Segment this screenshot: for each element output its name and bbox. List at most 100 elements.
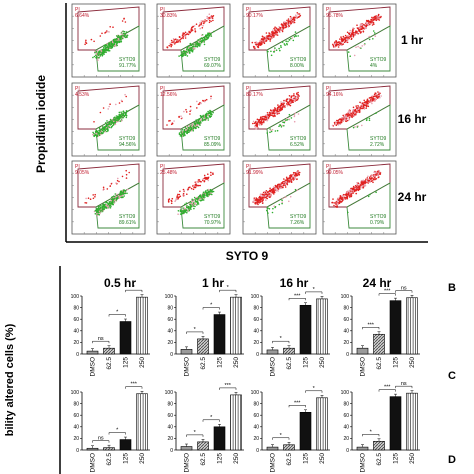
event-dot bbox=[103, 128, 105, 131]
event-dot bbox=[194, 44, 197, 46]
bar-y-tick-label: 80 bbox=[73, 305, 79, 311]
event-dot bbox=[372, 181, 374, 184]
event-dot bbox=[338, 119, 340, 121]
event-dot bbox=[347, 193, 350, 195]
event-dot bbox=[177, 41, 180, 43]
event-dot bbox=[286, 119, 289, 121]
event-dot bbox=[261, 193, 264, 196]
bar-y-tick-label: 20 bbox=[343, 436, 349, 442]
significance-label: *** bbox=[294, 400, 301, 406]
event-dot bbox=[293, 93, 295, 95]
bar-y-tick-label: 60 bbox=[343, 317, 349, 323]
event-dot bbox=[212, 19, 214, 22]
event-dot bbox=[371, 102, 373, 105]
event-dot bbox=[289, 174, 292, 176]
event-dot bbox=[116, 197, 118, 200]
event-dot bbox=[372, 178, 375, 181]
event-dot bbox=[106, 120, 108, 122]
event-dot bbox=[116, 44, 118, 47]
event-dot bbox=[122, 30, 124, 32]
event-dot bbox=[278, 110, 280, 113]
significance-label: ns bbox=[98, 336, 104, 342]
event-dot bbox=[375, 191, 377, 194]
event-dot bbox=[183, 189, 185, 192]
event-dot bbox=[292, 177, 295, 179]
event-dot bbox=[354, 34, 357, 36]
event-dot bbox=[112, 203, 114, 206]
event-dot bbox=[114, 193, 117, 195]
event-dot bbox=[287, 20, 290, 23]
event-dot bbox=[276, 129, 279, 132]
event-dot bbox=[283, 43, 286, 45]
event-dot bbox=[167, 200, 170, 202]
event-dot bbox=[122, 111, 124, 113]
event-dot bbox=[346, 117, 349, 120]
event-dot bbox=[337, 124, 340, 126]
event-dot bbox=[299, 14, 302, 17]
event-dot bbox=[261, 197, 263, 199]
event-dot bbox=[286, 23, 289, 26]
syto9-label: SYTO9 bbox=[370, 136, 387, 142]
event-dot bbox=[294, 172, 297, 174]
event-dot bbox=[207, 36, 210, 39]
event-dot bbox=[200, 102, 202, 104]
event-dot bbox=[189, 126, 192, 128]
event-dot bbox=[361, 45, 364, 47]
bar-column-title: 1 hr bbox=[202, 276, 224, 290]
event-dot bbox=[282, 121, 284, 123]
event-dot bbox=[187, 206, 189, 208]
event-dot bbox=[335, 124, 338, 126]
event-dot bbox=[99, 129, 102, 131]
event-dot bbox=[294, 100, 297, 102]
event-dot bbox=[179, 195, 182, 198]
event-dot bbox=[297, 173, 300, 175]
event-dot bbox=[265, 193, 268, 195]
event-dot bbox=[184, 127, 187, 129]
event-dot bbox=[351, 116, 353, 119]
bar-column-title: 0.5 hr bbox=[104, 276, 136, 290]
significance-bracket bbox=[395, 290, 413, 293]
syto9-percent: 94.56% bbox=[119, 142, 137, 148]
event-dot bbox=[209, 33, 212, 36]
event-dot bbox=[115, 118, 117, 120]
event-dot bbox=[344, 198, 347, 200]
event-dot bbox=[281, 41, 284, 43]
event-dot bbox=[294, 31, 297, 33]
event-dot bbox=[272, 109, 275, 112]
bar-y-tick-label: 0 bbox=[256, 448, 259, 454]
event-dot bbox=[104, 127, 106, 129]
bar-y-tick-label: 40 bbox=[253, 329, 259, 335]
bar-column-title: 24 hr bbox=[363, 276, 392, 290]
event-dot bbox=[374, 172, 377, 175]
event-dot bbox=[297, 91, 299, 94]
event-dot bbox=[271, 37, 273, 39]
event-dot bbox=[186, 33, 189, 35]
event-dot bbox=[120, 99, 123, 102]
event-dot bbox=[126, 34, 129, 37]
event-dot bbox=[126, 192, 128, 195]
event-dot bbox=[365, 107, 368, 109]
event-dot bbox=[110, 201, 112, 203]
event-dot bbox=[273, 109, 276, 112]
event-dot bbox=[122, 116, 124, 119]
event-dot bbox=[120, 116, 122, 118]
event-dot bbox=[275, 190, 278, 192]
event-dot bbox=[269, 109, 272, 111]
event-dot bbox=[298, 174, 300, 176]
event-dot bbox=[355, 105, 358, 107]
significance-label: * bbox=[210, 303, 213, 309]
event-dot bbox=[108, 42, 111, 45]
event-dot bbox=[354, 111, 356, 114]
event-dot bbox=[123, 18, 125, 20]
event-dot bbox=[282, 186, 284, 189]
event-dot bbox=[267, 38, 270, 41]
syto9-label: SYTO9 bbox=[119, 136, 136, 142]
event-dot bbox=[266, 209, 268, 212]
pi-percent: 99.05% bbox=[326, 170, 344, 176]
event-dot bbox=[190, 187, 193, 190]
bar bbox=[230, 296, 242, 355]
event-dot bbox=[268, 32, 270, 34]
event-dot bbox=[106, 125, 108, 127]
event-dot bbox=[178, 55, 180, 57]
event-dot bbox=[192, 188, 195, 191]
